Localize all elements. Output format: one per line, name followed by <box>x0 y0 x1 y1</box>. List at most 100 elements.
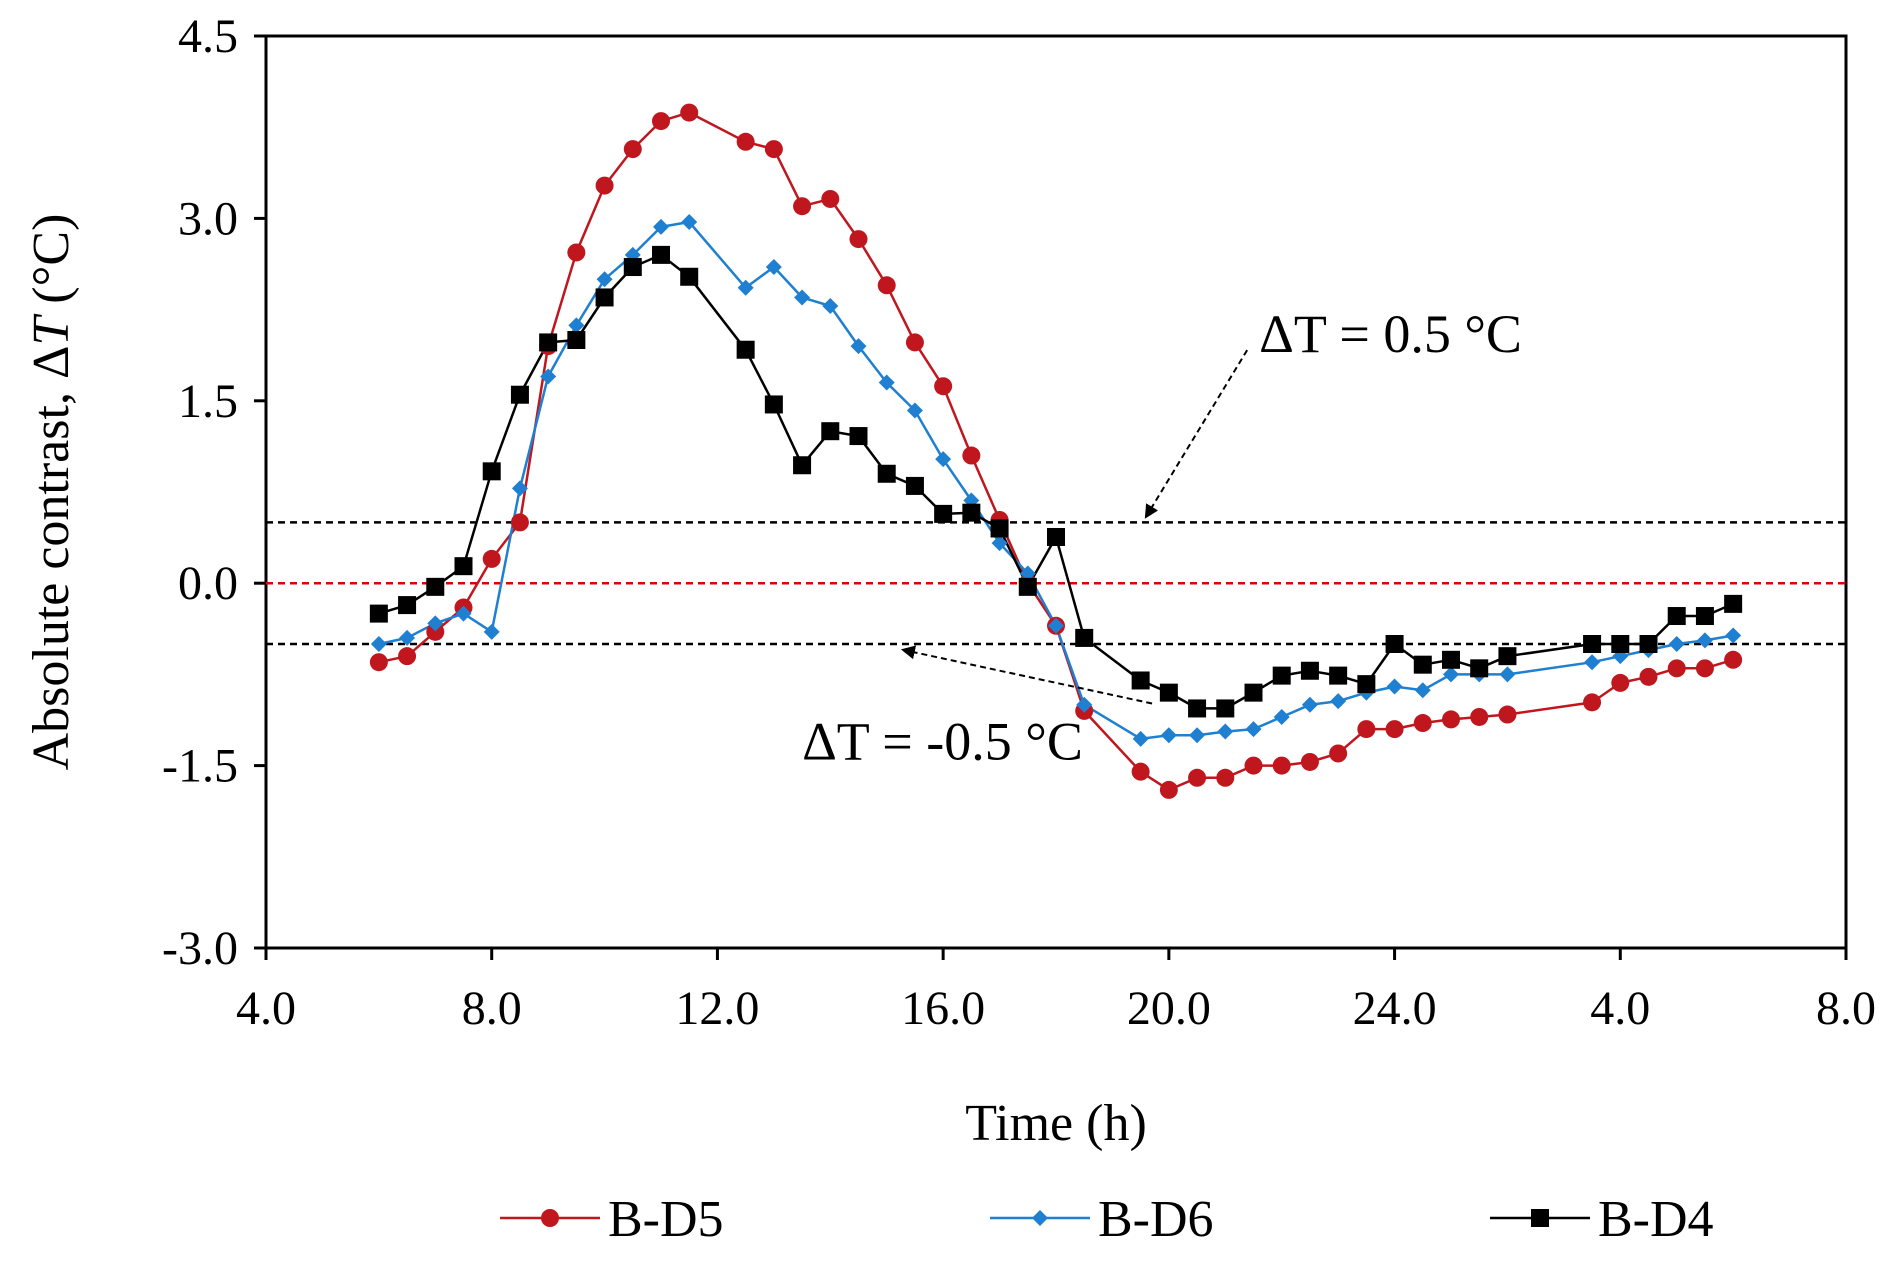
x-axis-ticks: 4.0 8.0 12.0 16.0 20.0 24.0 4.0 8.0 <box>236 948 1876 1035</box>
x-tick-label: 8.0 <box>462 982 522 1035</box>
x-tick-label: 8.0 <box>1816 982 1876 1035</box>
data-point-b-d5 <box>1385 720 1404 739</box>
data-point-b-d4 <box>1442 650 1460 669</box>
y-axis-ticks: 4.5 3.0 1.5 0.0 -1.5 -3.0 <box>162 10 266 975</box>
data-point-b-d4 <box>1470 659 1489 678</box>
data-point-b-d5 <box>1724 650 1743 669</box>
annotation-arrow-upper <box>1144 349 1248 519</box>
data-point-b-d6 <box>1443 666 1459 683</box>
y-axis-title: Absolute contrast, ΔT (°C) <box>23 214 80 771</box>
legend-item-b-d6: B-D6 <box>990 1191 1214 1248</box>
annotations: ΔT = 0.5 °C ΔT = -0.5 °C <box>802 304 1522 771</box>
series-lines <box>378 111 1734 792</box>
data-point-b-d5 <box>1188 768 1207 787</box>
data-point-b-d5 <box>398 647 417 666</box>
x-tick-label: 4.0 <box>1590 982 1650 1035</box>
data-point-b-d5 <box>1611 673 1630 692</box>
data-point-b-d5 <box>877 276 896 295</box>
data-point-b-d5 <box>821 189 840 208</box>
data-point-b-d5 <box>764 140 783 159</box>
data-point-b-d4 <box>567 331 586 349</box>
data-point-b-d6 <box>765 259 782 276</box>
legend-label-b-d4: B-D4 <box>1598 1191 1714 1248</box>
data-point-b-d4 <box>1413 655 1432 674</box>
data-point-b-d6 <box>455 605 472 622</box>
data-point-b-d4 <box>1075 628 1094 647</box>
data-point-b-d4 <box>1018 577 1037 596</box>
data-point-b-d5 <box>962 446 981 465</box>
data-point-b-d5 <box>1131 762 1150 781</box>
data-point-b-d4 <box>454 557 473 576</box>
data-point-b-d5 <box>652 112 670 131</box>
x-tick-label: 4.0 <box>236 982 296 1035</box>
data-point-b-d5 <box>1159 780 1178 799</box>
y-tick-label: 0.0 <box>178 557 238 610</box>
data-point-b-d5 <box>1272 756 1291 775</box>
data-point-b-d4 <box>1357 675 1376 694</box>
data-point-b-d4 <box>934 504 953 523</box>
data-point-b-d4 <box>623 258 642 277</box>
series-points-b-d4 <box>369 245 1743 718</box>
data-point-b-d6 <box>1132 730 1149 747</box>
legend-item-b-d5: B-D5 <box>500 1191 724 1248</box>
data-point-b-d4 <box>1131 671 1150 690</box>
data-point-b-d4 <box>1639 635 1658 653</box>
data-point-b-d6 <box>653 218 669 235</box>
data-point-b-d5 <box>680 103 699 122</box>
data-point-b-d6 <box>399 629 416 646</box>
data-point-b-d6 <box>1668 636 1685 652</box>
data-point-b-d6 <box>511 480 528 497</box>
data-point-b-d6 <box>1217 723 1234 740</box>
legend-label-b-d5: B-D5 <box>608 1191 724 1248</box>
data-point-b-d4 <box>821 422 840 441</box>
data-point-b-d4 <box>482 462 501 481</box>
data-point-b-d6 <box>906 402 923 419</box>
data-point-b-d5 <box>567 243 586 262</box>
data-point-b-d5 <box>510 513 529 532</box>
series-markers <box>369 103 1743 799</box>
data-point-b-d4 <box>1611 635 1630 653</box>
annotation-lower: ΔT = -0.5 °C <box>802 712 1083 772</box>
series-line-b-d4 <box>378 253 1734 710</box>
data-point-b-d6 <box>878 374 895 391</box>
data-point-b-d6 <box>1414 682 1431 699</box>
y-tick-label: -3.0 <box>162 922 238 975</box>
data-point-b-d6 <box>370 636 387 652</box>
data-point-b-d6 <box>1273 708 1290 725</box>
y-tick-label: 4.5 <box>178 10 238 63</box>
data-point-b-d5 <box>736 132 755 151</box>
data-point-b-d6 <box>991 535 1008 552</box>
data-point-b-d5 <box>1470 707 1489 726</box>
data-point-b-d4 <box>680 267 699 286</box>
data-point-b-d4 <box>1300 661 1319 680</box>
legend: B-D5 B-D6 B-D4 <box>500 1191 1714 1248</box>
y-tick-label: 1.5 <box>178 375 238 428</box>
data-point-b-d6 <box>1160 727 1177 744</box>
x-tick-label: 24.0 <box>1353 982 1437 1035</box>
data-point-b-d4 <box>962 503 981 522</box>
data-point-b-d4 <box>510 385 529 404</box>
data-point-b-d6 <box>1048 617 1064 634</box>
series-line-b-d5 <box>378 111 1734 792</box>
data-point-b-d6 <box>1725 627 1742 644</box>
data-point-b-d6 <box>1696 632 1713 649</box>
data-point-b-d4 <box>736 340 755 359</box>
data-point-b-d4 <box>398 596 417 615</box>
data-point-b-d6 <box>935 451 952 468</box>
data-point-b-d5 <box>1639 667 1658 686</box>
data-point-b-d5 <box>1216 768 1235 787</box>
data-point-b-d4 <box>849 427 868 446</box>
data-point-b-d6 <box>1584 654 1601 671</box>
data-point-b-d4 <box>369 604 388 623</box>
annotation-upper: ΔT = 0.5 °C <box>1259 304 1522 364</box>
data-point-b-d6 <box>794 289 811 306</box>
data-point-b-d4 <box>877 464 896 483</box>
series-points-b-d5 <box>369 103 1743 799</box>
legend-marker-b-d5 <box>541 1209 559 1227</box>
data-point-b-d5 <box>905 333 924 352</box>
data-point-b-d6 <box>1386 678 1403 695</box>
data-point-b-d6 <box>596 271 613 288</box>
data-point-b-d5 <box>595 176 614 195</box>
plot-frame <box>264 34 1848 950</box>
